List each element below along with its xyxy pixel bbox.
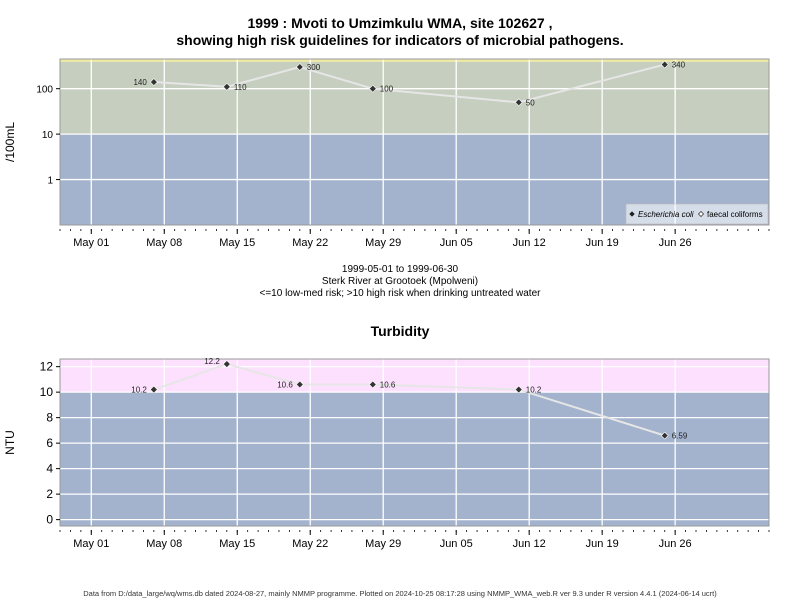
data-point: [368, 380, 377, 389]
plot-frame: [59, 58, 770, 226]
x-tick-label: May 15: [219, 237, 255, 249]
x-tick-label: Jun 26: [659, 538, 692, 550]
risk-guideline-caption: <=10 low-med risk; >10 high risk when dr…: [259, 288, 541, 299]
chart-2: 0 2 4 6 8 10 12 May 01 May 08 May 15 May 22 May 29 J…: [3, 357, 770, 550]
x-tick-label: May 01: [73, 538, 109, 550]
site-caption: Sterk River at Grootoek (Mpolweni): [321, 276, 479, 287]
data-point: [514, 385, 523, 394]
y-axis-label: NTU: [3, 430, 17, 455]
legend-label: faecal coliforms: [707, 210, 763, 219]
data-point: [660, 431, 669, 440]
y-tick-label: 12: [40, 360, 54, 374]
y-tick-label: 6: [46, 436, 53, 450]
x-tick-label: May 15: [219, 538, 255, 550]
y-tick-label: 2: [46, 487, 53, 501]
data-point: [660, 60, 669, 69]
series-line: [153, 63, 665, 104]
x-tick-label: May 01: [73, 237, 109, 249]
x-tick-label: May 08: [146, 538, 182, 550]
series-line: [153, 363, 666, 437]
y-tick-label: 10: [42, 130, 54, 141]
x-tick-label: Jun 12: [513, 237, 546, 249]
footnote: Data from D:/data_large/wq/wms.db dated …: [83, 589, 717, 598]
data-label: 10.6: [277, 380, 293, 389]
legend-label: Escherichia coli: [638, 210, 694, 219]
data-point: [222, 360, 231, 369]
high-risk-band: [60, 59, 769, 135]
y-tick-label: 10: [40, 385, 54, 399]
data-label: 110: [234, 83, 247, 92]
data-label: 100: [380, 85, 394, 94]
y-tick-label: 0: [46, 513, 53, 527]
x-tick-label: Jun 12: [513, 538, 546, 550]
y-axis-label: /100mL: [3, 122, 17, 162]
chart-title-line-1: 1999 : Mvoti to Umzimkulu WMA, site 1026…: [247, 15, 553, 31]
chart-title-line-2: showing high risk guidelines for indicat…: [176, 32, 624, 48]
turbidity-title: Turbidity: [370, 323, 430, 339]
legend-open-diamond-icon: [698, 211, 704, 217]
legend-box: [625, 203, 769, 225]
legend-filled-diamond-icon: [629, 211, 635, 217]
data-label: 50: [526, 98, 535, 107]
data-label: 340: [672, 61, 686, 70]
data-label: 140: [133, 78, 147, 87]
date-range-caption: 1999-05-01 to 1999-06-30: [341, 264, 459, 275]
x-tick-label: Jun 19: [586, 538, 619, 550]
high-risk-band: [60, 359, 769, 393]
x-tick-label: May 22: [292, 237, 328, 249]
x-tick-label: May 29: [365, 237, 401, 249]
data-point: [295, 63, 304, 71]
y-tick-label: 100: [36, 85, 53, 96]
y-tick-label: 8: [46, 411, 53, 425]
x-tick-label: May 08: [146, 237, 182, 249]
data-label: 10.2: [131, 386, 147, 395]
y-tick-label: 4: [46, 462, 53, 476]
top-strip: [60, 59, 769, 62]
x-tick-label: Jun 05: [440, 237, 473, 249]
plot-frame: [59, 358, 770, 527]
low-risk-band: [60, 392, 769, 526]
data-point: [222, 82, 231, 91]
x-tick-label: May 29: [365, 538, 401, 550]
legend: Escherichia coli faecal coliforms: [625, 203, 769, 225]
y-tick-label: 1: [47, 176, 53, 187]
data-label: 10.6: [380, 380, 396, 389]
data-label: 6.59: [672, 432, 688, 441]
data-label: 12.2: [204, 357, 220, 366]
data-point: [514, 98, 523, 107]
data-point: [368, 84, 377, 93]
data-point: [149, 78, 158, 86]
x-tick-label: Jun 05: [440, 538, 473, 550]
data-label: 10.2: [526, 386, 542, 395]
data-point: [295, 380, 304, 389]
data-point: [149, 385, 158, 394]
data-label: 300: [307, 63, 321, 72]
x-tick-label: May 22: [292, 538, 328, 550]
x-tick-label: Jun 26: [659, 237, 692, 249]
x-tick-label: Jun 19: [586, 237, 619, 249]
